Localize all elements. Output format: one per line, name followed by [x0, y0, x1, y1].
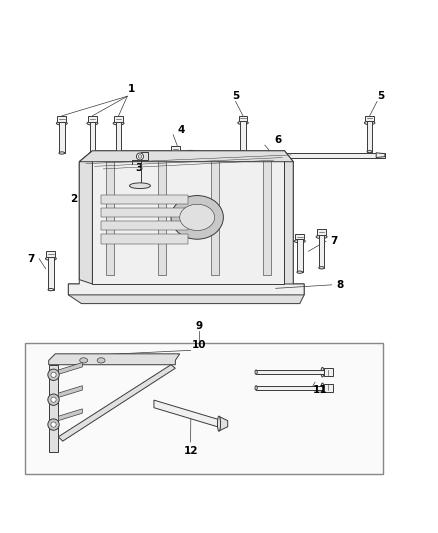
Text: 2: 2 — [70, 194, 77, 204]
Ellipse shape — [367, 151, 372, 153]
Ellipse shape — [57, 122, 67, 125]
Ellipse shape — [116, 152, 121, 154]
Bar — [46, 251, 56, 257]
Polygon shape — [49, 354, 180, 365]
Bar — [297, 239, 303, 272]
Ellipse shape — [218, 416, 220, 431]
Ellipse shape — [240, 151, 246, 153]
Bar — [57, 116, 67, 122]
Bar — [89, 122, 95, 153]
Bar — [239, 116, 247, 121]
Bar — [59, 122, 65, 153]
Circle shape — [51, 422, 56, 427]
Bar — [319, 235, 325, 268]
Polygon shape — [376, 153, 385, 158]
Ellipse shape — [238, 121, 248, 125]
Text: 11: 11 — [313, 385, 327, 394]
Circle shape — [138, 155, 142, 158]
Ellipse shape — [171, 196, 223, 239]
Polygon shape — [58, 362, 82, 374]
Bar — [158, 159, 166, 275]
Bar — [101, 195, 188, 204]
Text: 12: 12 — [184, 446, 198, 456]
Text: 5: 5 — [377, 92, 384, 101]
Bar — [211, 159, 219, 275]
Ellipse shape — [316, 235, 327, 239]
Circle shape — [48, 394, 59, 405]
Bar — [191, 153, 385, 158]
Bar — [88, 116, 97, 122]
Polygon shape — [58, 365, 175, 441]
Bar — [101, 234, 188, 244]
Polygon shape — [68, 151, 304, 295]
Text: 3: 3 — [135, 163, 143, 173]
Bar — [365, 116, 374, 121]
Circle shape — [48, 419, 59, 430]
Bar — [367, 121, 372, 152]
Text: 5: 5 — [232, 92, 239, 101]
Polygon shape — [79, 151, 293, 161]
Bar — [240, 121, 246, 152]
Ellipse shape — [255, 386, 257, 390]
Ellipse shape — [173, 180, 178, 182]
Circle shape — [51, 372, 56, 377]
Text: 1: 1 — [128, 84, 135, 94]
Ellipse shape — [97, 358, 105, 363]
Text: 7: 7 — [28, 254, 35, 264]
Bar — [92, 151, 285, 284]
Polygon shape — [285, 151, 293, 284]
Bar — [25, 343, 383, 474]
Ellipse shape — [294, 239, 305, 243]
Bar — [48, 257, 54, 289]
Polygon shape — [58, 386, 82, 398]
Circle shape — [48, 369, 59, 381]
Bar — [324, 384, 332, 392]
Ellipse shape — [321, 383, 324, 393]
Bar — [116, 122, 121, 153]
Bar — [171, 147, 180, 152]
Ellipse shape — [80, 358, 88, 363]
Polygon shape — [154, 400, 220, 427]
Bar — [114, 116, 123, 122]
Ellipse shape — [188, 152, 193, 158]
Ellipse shape — [319, 266, 325, 269]
Circle shape — [137, 153, 144, 160]
Polygon shape — [58, 409, 82, 421]
Bar — [173, 152, 178, 181]
Text: 7: 7 — [330, 236, 338, 246]
Ellipse shape — [87, 122, 98, 125]
Bar — [324, 368, 332, 376]
Ellipse shape — [184, 150, 197, 160]
Text: 6: 6 — [274, 135, 282, 145]
Bar — [106, 159, 114, 275]
Ellipse shape — [255, 370, 257, 374]
Bar — [49, 365, 58, 452]
Bar — [263, 159, 271, 275]
Text: 8: 8 — [336, 280, 343, 290]
Polygon shape — [68, 284, 304, 304]
Bar — [317, 229, 326, 235]
Ellipse shape — [180, 204, 215, 230]
Bar — [256, 370, 324, 374]
Bar — [295, 234, 304, 239]
Ellipse shape — [321, 367, 324, 377]
Ellipse shape — [113, 122, 124, 125]
Polygon shape — [79, 151, 92, 284]
Ellipse shape — [364, 121, 375, 125]
Bar — [256, 386, 324, 390]
Bar — [101, 208, 188, 217]
Text: 4: 4 — [177, 125, 185, 135]
Ellipse shape — [89, 152, 95, 154]
Ellipse shape — [297, 271, 303, 273]
Polygon shape — [220, 417, 228, 431]
Ellipse shape — [46, 257, 57, 261]
Ellipse shape — [59, 152, 65, 154]
Circle shape — [51, 397, 56, 402]
Ellipse shape — [130, 183, 150, 189]
Text: 9: 9 — [196, 321, 203, 331]
Ellipse shape — [170, 152, 180, 155]
Text: 10: 10 — [192, 341, 207, 350]
Bar — [101, 221, 188, 230]
Ellipse shape — [48, 288, 54, 291]
